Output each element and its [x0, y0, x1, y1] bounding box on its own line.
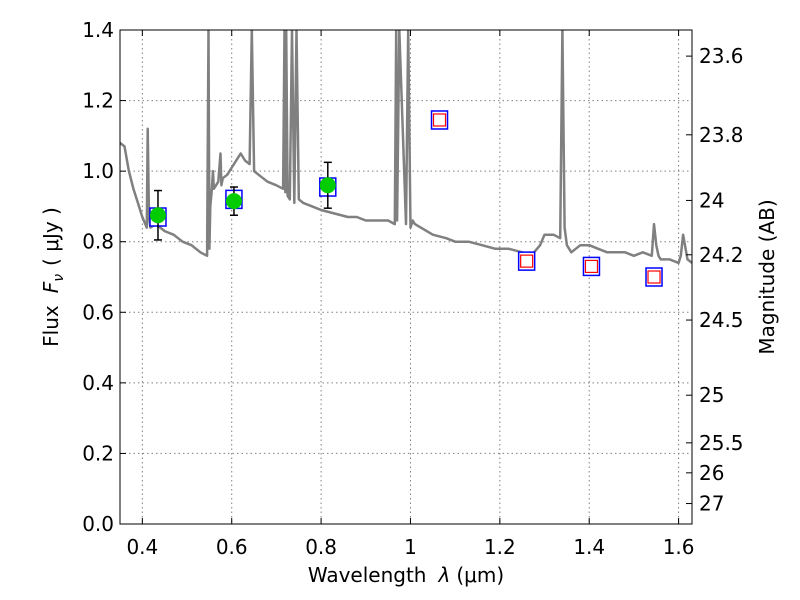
x-tick-label: 0.8: [305, 535, 337, 559]
y-tick-label: 0.4: [82, 371, 114, 395]
y-tick-label: 1.2: [82, 89, 114, 113]
grid-lines: [120, 29, 692, 525]
upper-limit-marker: [584, 259, 599, 274]
photometry-point: [319, 177, 336, 194]
y-tick-label: 1.4: [82, 18, 114, 42]
y2-tick-label: 24: [699, 188, 724, 212]
y2-tick-label: 23.8: [699, 123, 744, 147]
plot-frame: [119, 29, 693, 525]
y-tick-label: 0.8: [82, 230, 114, 254]
x-tick-label: 1.2: [484, 535, 516, 559]
axis-ticks: 0.4 0.6 0.8 1 1.2 1.4 1.6 0.0 0.2 0.4 0.6 0.8 1.0 1.2…: [82, 18, 743, 559]
y2-tick-label: 24.2: [699, 243, 744, 267]
y2-axis-label: Magnitude (AB): [755, 199, 779, 354]
x-tick-label: 0.4: [126, 535, 158, 559]
x-axis-label: Wavelength λ (μm): [308, 563, 504, 587]
model-spectrum-layer: [120, 30, 692, 265]
y-tick-label: 1.0: [82, 159, 114, 183]
model-spectrum-line: [120, 30, 692, 265]
y2-tick-label: 25: [699, 383, 724, 407]
y2-tick-label: 25.5: [699, 431, 744, 455]
y-tick-label: 0.2: [82, 441, 114, 465]
y-tick-label: 0.6: [82, 300, 114, 324]
y-axis-label: FluxFν( μJy ): [39, 207, 67, 347]
y2-tick-label: 26: [699, 461, 724, 485]
y2-tick-label: 27: [699, 492, 724, 516]
x-tick-label: 1: [404, 535, 417, 559]
data-points-layer: [149, 110, 663, 287]
x-tick-label: 0.6: [216, 535, 248, 559]
x-tick-label: 1.4: [573, 535, 605, 559]
photometry-point: [225, 193, 242, 210]
y2-tick-label: 24.5: [699, 308, 744, 332]
y2-tick-label: 23.6: [699, 44, 744, 68]
x-tick-label: 1.6: [663, 535, 695, 559]
upper-limit-marker: [647, 270, 661, 284]
upper-limit-marker: [520, 254, 534, 268]
upper-limit-marker: [432, 113, 447, 127]
photometry-point: [149, 207, 166, 224]
y-tick-label: 0.0: [82, 512, 114, 536]
